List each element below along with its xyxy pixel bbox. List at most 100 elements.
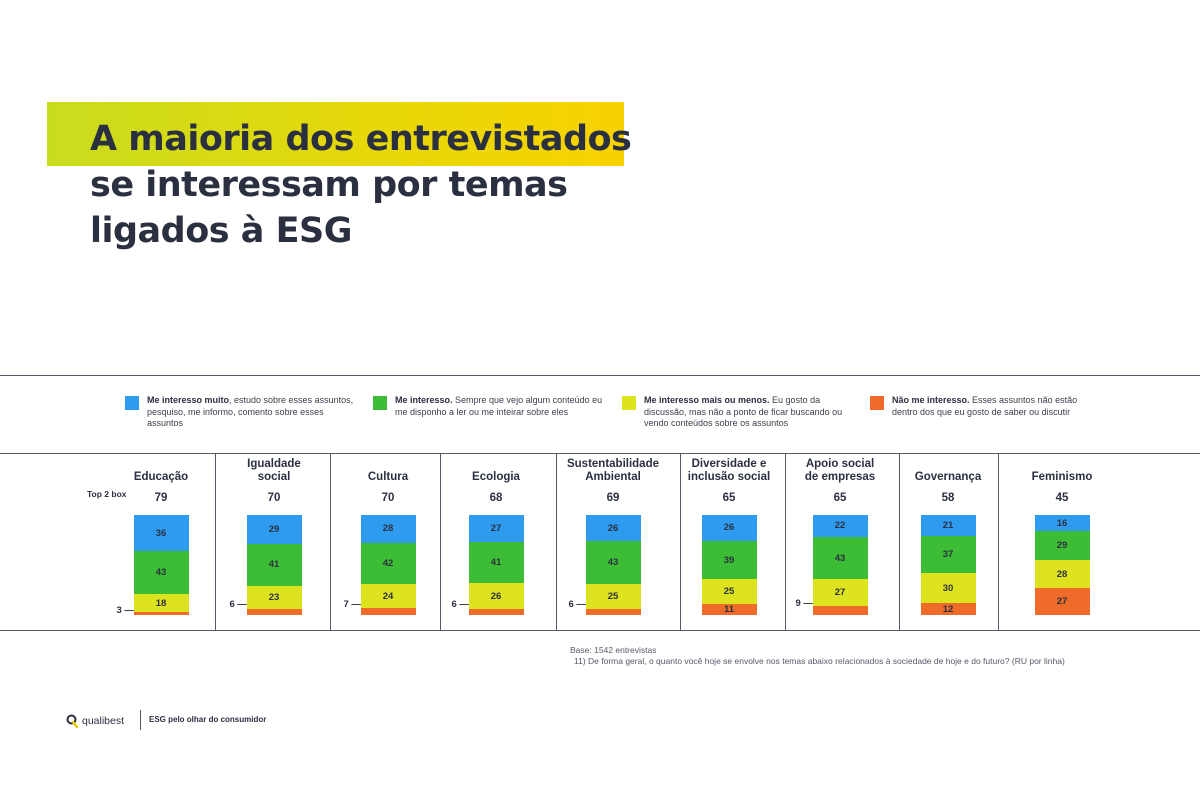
bar-segment: 21	[920, 515, 976, 536]
bar-segment	[468, 609, 524, 615]
bar-segment: 41	[246, 544, 302, 586]
page-title: A maioria dos entrevistados se interessa…	[90, 119, 632, 251]
bar-segment: 26	[468, 583, 524, 609]
bar-segment: 18	[133, 594, 189, 612]
bar-segment: 37	[920, 536, 976, 573]
footnote-question: 11) De forma geral, o quanto você hoje s…	[574, 656, 1065, 666]
top2-value: 65	[722, 492, 736, 504]
legend-swatch	[870, 396, 884, 410]
category-label-line: social	[257, 471, 291, 483]
legend-text: Me interesso. Sempre que vejo algum cont…	[395, 395, 603, 417]
qualibest-logo-icon	[66, 714, 78, 728]
category-label-governanca: Governança	[888, 471, 1008, 484]
legend-swatch	[373, 396, 387, 410]
bar-segment-label: 6 —	[568, 599, 586, 610]
bar-segment: 16	[1034, 515, 1090, 531]
bar-segment: 29	[246, 515, 302, 545]
title-highlight	[47, 102, 624, 166]
bar-segment: 43	[585, 541, 641, 584]
bar-segment-label: 6 —	[451, 599, 469, 610]
divider-bottom	[0, 630, 1200, 631]
bar-segment: 11	[701, 604, 757, 615]
category-label-line: Governança	[914, 471, 982, 483]
bar-segment: 24	[360, 584, 416, 609]
footnote: Base: 1542 entrevistas 11) De forma gera…	[570, 645, 1065, 667]
bar-segment: 12	[920, 603, 976, 615]
brand-logo: qualibest	[66, 714, 124, 728]
bar-segment: 42	[360, 542, 416, 585]
category-label-sustentabilidade-ambiental: Sustentabilidade Ambiental	[553, 458, 673, 484]
column-separator	[215, 454, 216, 630]
top2-value: 68	[489, 492, 503, 504]
legend-swatch	[622, 396, 636, 410]
bar-segment	[246, 608, 302, 615]
category-label-line: Educação	[133, 471, 189, 483]
category-label-line: Sustentabilidade	[566, 458, 660, 470]
column-separator	[556, 454, 557, 630]
category-label-igualdade-social: Igualdade social	[214, 458, 334, 484]
top2-value: 45	[1055, 492, 1069, 504]
column-separator	[998, 454, 999, 630]
category-label-line: Ecologia	[472, 471, 520, 483]
bar-segment: 28	[1034, 560, 1090, 588]
legend-text: Me interesso mais ou menos. Eu gosto da …	[644, 395, 843, 428]
legend-text: Me interesso muito, estudo sobre esses a…	[147, 395, 354, 428]
footer-tagline: ESG pelo olhar do consumidor	[149, 715, 267, 724]
category-label-cultura: Cultura	[328, 471, 448, 484]
bar-segment	[360, 608, 416, 615]
brand-name: qualibest	[82, 715, 125, 727]
category-label-line: Ambiental	[585, 471, 641, 483]
top2-label: Top 2 box	[87, 489, 127, 499]
top2-value: 58	[941, 492, 955, 504]
bar-segment: 25	[701, 579, 757, 605]
category-label-line: Apoio social	[805, 458, 875, 470]
bar-segment: 27	[468, 515, 524, 542]
divider-middle	[0, 453, 1200, 454]
category-label-line: Igualdade	[247, 458, 301, 470]
bar-segment: 25	[585, 584, 641, 609]
bar-segment: 39	[701, 540, 757, 580]
category-label-feminismo: Feminismo	[1002, 471, 1122, 484]
column-separator	[680, 454, 681, 630]
category-label-line: Feminismo	[1031, 471, 1093, 483]
bar-segment-label: 9 —	[795, 597, 813, 609]
bar-segment: 43	[133, 551, 189, 594]
divider-top	[0, 375, 1200, 376]
column-separator	[330, 454, 331, 630]
footnote-base: Base: 1542 entrevistas	[570, 645, 657, 655]
legend-text: Não me interesso. Esses assuntos não est…	[892, 395, 1078, 417]
category-label-line: Cultura	[367, 471, 409, 483]
bar-segment-label: 3 —	[116, 604, 134, 616]
category-label-line: Diversidade e	[691, 458, 767, 470]
footer-separator	[140, 710, 141, 730]
bar-segment	[812, 606, 868, 615]
bar-segment: 36	[133, 515, 189, 551]
top2-value: 65	[833, 492, 847, 504]
bar-segment: 29	[1034, 531, 1090, 560]
column-separator	[899, 454, 900, 630]
bar-segment-label: 6 —	[229, 598, 247, 610]
top2-value: 70	[381, 492, 395, 504]
bar-segment	[133, 612, 189, 615]
category-label-line: inclusão social	[687, 471, 771, 483]
category-label-ecologia: Ecologia	[436, 471, 556, 484]
category-label-apoio-social-de-empresas: Apoio social de empresas	[780, 458, 900, 484]
bar-segment	[585, 609, 641, 615]
category-label-diversidade-e-inclusao-social: Diversidade e inclusão social	[669, 458, 789, 484]
bar-segment: 27	[812, 579, 868, 607]
bar-segment: 27	[1034, 588, 1090, 615]
category-label-educacao: Educação	[101, 471, 221, 484]
bar-segment-label: 7 —	[343, 598, 361, 610]
bar-segment: 41	[468, 542, 524, 583]
bar-segment: 43	[812, 536, 868, 580]
top2-value: 69	[606, 492, 620, 504]
bar-segment: 28	[360, 515, 416, 543]
category-label-line: de empresas	[804, 471, 876, 483]
bar-segment: 26	[701, 515, 757, 541]
bar-segment: 22	[812, 515, 868, 537]
bar-segment: 23	[246, 585, 302, 609]
bar-segment: 26	[585, 515, 641, 541]
legend-swatch	[125, 396, 139, 410]
top2-value: 70	[267, 492, 281, 504]
column-separator	[785, 454, 786, 630]
